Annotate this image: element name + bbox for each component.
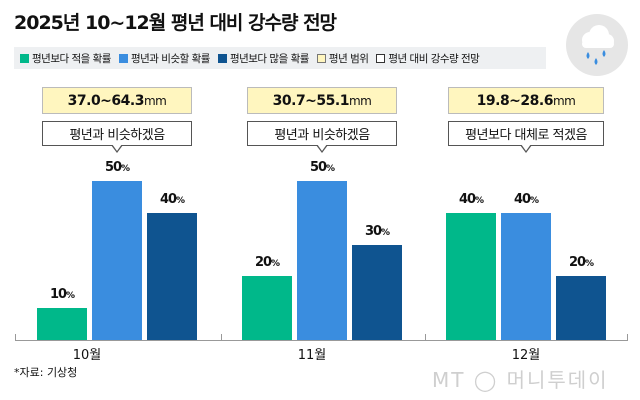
range-box: 37.0~64.3 mm [42,87,192,114]
legend: 평년보다 적을 확률 평년과 비슷할 확률 평년보다 많을 확률 평년 범위 평… [14,47,546,69]
bar [147,212,197,340]
bar-value-label: 40% [501,192,551,207]
bar [37,308,87,340]
bar [242,276,292,340]
legend-label: 평년보다 적을 확률 [32,52,111,65]
bar [446,212,496,340]
category-label: 10월 [72,348,102,363]
range-box: 19.8~28.6 mm [448,87,604,114]
legend-swatch [316,53,326,63]
range-unit: mm [143,93,167,108]
bar-value-label: 40% [446,192,496,207]
range-value: 30.7~55.1 [272,92,350,109]
bar-value-label: 30% [352,224,402,239]
legend-label: 평년 대비 강수량 전망 [388,52,480,65]
axis-tick [627,334,628,340]
bar-value-label: 40% [147,192,197,207]
value: 40 [159,191,177,207]
unit: % [530,195,539,206]
unit: % [475,195,484,206]
category-label: 11월 [297,348,327,363]
value: 40 [458,191,476,207]
bar [556,276,606,340]
legend-swatch [118,53,128,63]
value: 40 [513,191,531,207]
value: 10 [49,287,67,303]
legend-label: 평년과 비슷할 확률 [130,52,210,65]
chart-title: 2025년 10~12월 평년 대비 강수량 전망 [14,12,337,34]
unit: % [271,259,280,270]
legend-item-less: 평년보다 적을 확률 [20,51,111,66]
bar-value-label: 20% [556,255,606,270]
range-unit: mm [348,93,372,108]
unit: % [176,195,185,206]
category-label: 12월 [511,348,541,363]
legend-item-more: 평년보다 많을 확률 [217,51,309,66]
bar-value-label: 20% [242,255,292,270]
bar-value-label: 50% [297,160,347,175]
bubble-tail [316,144,328,153]
legend-item-outlook: 평년 대비 강수량 전망 [376,51,480,66]
unit: % [585,259,594,270]
range-box: 30.7~55.1 mm [247,87,397,114]
value: 30 [364,223,382,239]
legend-label: 평년보다 많을 확률 [229,52,309,65]
legend-swatch [20,53,29,63]
bar-value-label: 10% [37,287,87,302]
bar [297,181,347,340]
range-value: 37.0~64.3 [67,92,145,109]
legend-swatch [217,53,227,63]
source-note: *자료: 기상청 [14,366,78,379]
legend-swatch [376,53,386,63]
range-unit: mm [552,93,576,108]
bubble-tail [111,144,123,153]
bubble-tail [520,144,532,153]
bar-value-label: 50% [92,160,142,175]
value: 20 [568,255,586,271]
value: 20 [254,255,272,271]
unit: % [66,291,75,302]
outlook-bubble: 평년과 비슷하겠음 [42,121,192,146]
axis-tick [425,334,426,340]
unit: % [381,227,390,238]
rain-cloud-icon [566,14,628,76]
range-value: 19.8~28.6 [476,92,554,109]
watermark-logo: MT ◯ 머니투데이 [432,368,609,392]
x-axis [15,340,628,341]
legend-label: 평년 범위 [328,52,369,65]
outlook-bubble: 평년과 비슷하겠음 [247,121,397,146]
unit: % [121,164,130,174]
unit: % [326,164,335,174]
axis-tick [15,334,16,340]
legend-item-range: 평년 범위 [316,51,369,66]
value: 50 [309,160,327,175]
bar [352,244,402,340]
bar [92,181,142,340]
bar [501,212,551,340]
axis-tick [221,334,222,340]
outlook-bubble: 평년보다 대체로 적겠음 [448,121,604,146]
legend-item-similar: 평년과 비슷할 확률 [118,51,210,66]
value: 50 [104,160,122,175]
